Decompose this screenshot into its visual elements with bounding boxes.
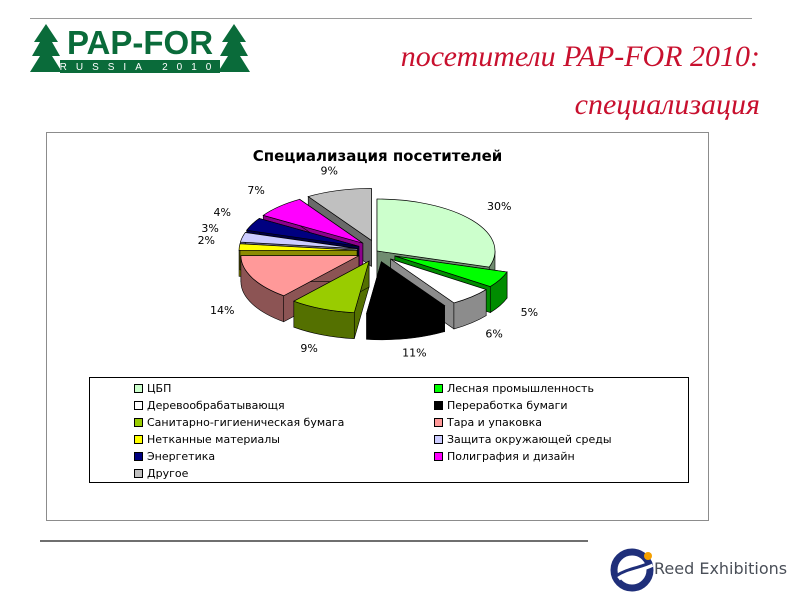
chart-frame: Специализация посетителей 30% 5% 6% 11% 9% 14…: [46, 132, 709, 521]
legend-item: ЦБП: [134, 382, 171, 396]
slice-value-label: 6%: [485, 328, 502, 341]
legend-swatch: [434, 400, 443, 410]
slice-value-label: 11%: [402, 347, 426, 360]
pap-for-logo: PAP-FOR RUSSIA 2010: [30, 20, 250, 76]
slice-value-label: 14%: [210, 304, 234, 317]
logo-wordmark: PAP-FOR: [67, 24, 213, 61]
legend-item: Лесная промышленность: [434, 382, 594, 396]
legend-item: Энергетика: [134, 450, 215, 464]
legend-swatch: [134, 417, 143, 427]
logo-subtext: RUSSIA 2010: [60, 62, 221, 73]
slice-value-label: 2%: [198, 234, 215, 247]
legend-item: Полиграфия и дизайн: [434, 450, 575, 464]
legend-label: Нетканные материалы: [147, 433, 280, 446]
slice-value-label: 4%: [214, 206, 231, 219]
page-title-line-1: посетители PAP-FOR 2010:: [400, 40, 760, 73]
slice-value-label: 7%: [247, 184, 264, 197]
legend-label: Переработка бумаги: [447, 399, 568, 412]
legend-label: Другое: [147, 467, 189, 480]
reed-exhibitions-logo: Reed Exhibitions: [608, 545, 798, 595]
pie-chart: 30% 5% 6% 11% 9% 14% 2%3% 4% 7% 9%: [198, 165, 539, 360]
legend-swatch: [134, 400, 143, 410]
tree-icon: [30, 24, 62, 72]
pie-slice: [366, 261, 446, 341]
reed-brand-text: Reed Exhibitions: [654, 559, 788, 578]
legend-label: Деревообрабатывающя: [147, 399, 285, 412]
legend-label: Энергетика: [147, 450, 216, 463]
legend-swatch: [134, 468, 143, 478]
legend-label: Санитарно-гигиеническая бумага: [147, 416, 345, 429]
legend-item: Санитарно-гигиеническая бумага: [134, 416, 344, 430]
legend-swatch: [134, 383, 143, 393]
top-divider: [30, 18, 752, 19]
legend-swatch: [434, 434, 443, 444]
legend-item: Защита окружающей среды: [434, 433, 612, 447]
legend-swatch: [134, 434, 143, 444]
legend-label: Тара и упаковка: [447, 416, 543, 429]
reed-logo-icon: [610, 548, 654, 592]
slice-value-label: 30%: [487, 200, 511, 213]
bottom-divider: [40, 540, 588, 542]
legend-swatch: [134, 451, 143, 461]
page-title-line-2: специализация: [574, 88, 760, 121]
slice-value-label: 9%: [321, 165, 338, 178]
chart-title: Специализация посетителей: [252, 147, 503, 165]
slice-value-label: 3%: [201, 222, 218, 235]
tree-icon: [218, 24, 250, 72]
logo-graphic: PAP-FOR RUSSIA 2010: [30, 24, 250, 73]
legend-item: Переработка бумаги: [434, 399, 568, 413]
legend-label: ЦБП: [147, 382, 172, 395]
legend-swatch: [434, 451, 443, 461]
legend-swatch: [434, 417, 443, 427]
legend-item: Деревообрабатывающя: [134, 399, 285, 413]
legend-item: Нетканные материалы: [134, 433, 280, 447]
legend-label: Лесная промышленность: [447, 382, 594, 395]
slice-value-label: 5%: [521, 306, 538, 319]
legend-swatch: [434, 383, 443, 393]
pie-slice: [292, 260, 370, 340]
legend-item: Другое: [134, 467, 188, 481]
slice-value-label: 9%: [300, 342, 317, 355]
chart-legend: ЦБП Лесная промышленность Деревообрабатыва…: [89, 377, 689, 483]
legend-label: Полиграфия и дизайн: [447, 450, 575, 463]
legend-item: Тара и упаковка: [434, 416, 542, 430]
legend-label: Защита окружающей среды: [447, 433, 612, 446]
